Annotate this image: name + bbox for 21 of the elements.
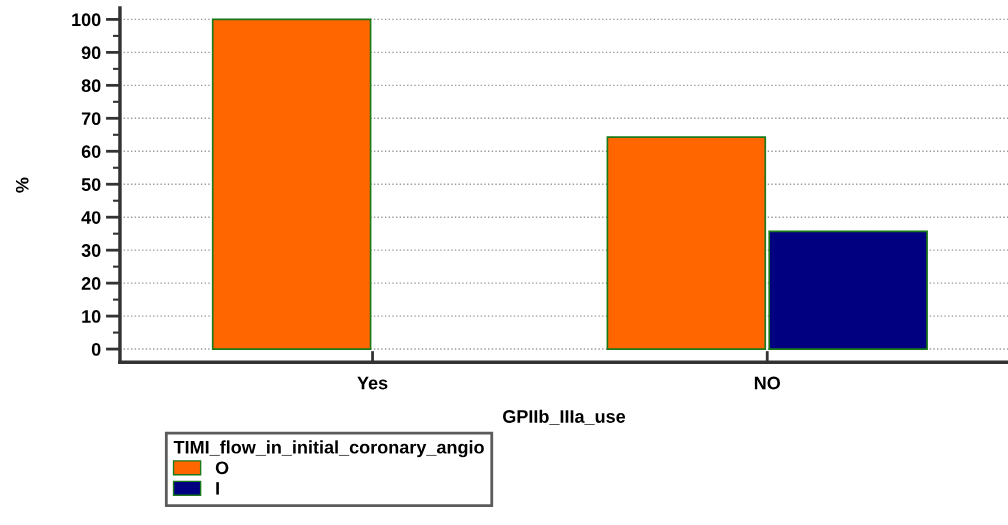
y-axis-title: % bbox=[15, 177, 29, 193]
y-tick-label: 60 bbox=[81, 145, 101, 158]
y-tick-label: 30 bbox=[81, 244, 101, 257]
y-tick-label: 0 bbox=[91, 343, 101, 356]
bar bbox=[768, 230, 928, 350]
bar bbox=[606, 136, 767, 350]
y-tick-label: 80 bbox=[81, 79, 101, 93]
y-tick-label: 90 bbox=[81, 46, 101, 60]
y-tick-label: 70 bbox=[81, 112, 101, 126]
legend-title: TIMI_flow_in_initial_coronary_angio bbox=[173, 440, 484, 458]
y-tick-label: 100 bbox=[72, 13, 101, 27]
y-tick-label: 20 bbox=[81, 277, 101, 290]
y-tick-label: 40 bbox=[81, 211, 101, 224]
x-tick-label: NO bbox=[754, 376, 781, 390]
y-tick-label: 10 bbox=[82, 310, 101, 323]
bar bbox=[211, 18, 372, 350]
x-tick-label: Yes bbox=[357, 376, 388, 390]
y-tick-label: 50 bbox=[81, 178, 101, 191]
legend-label: O bbox=[215, 461, 229, 475]
x-axis-title: GPIIb_IIIa_use bbox=[503, 409, 626, 425]
legend-label: I bbox=[216, 482, 219, 495]
